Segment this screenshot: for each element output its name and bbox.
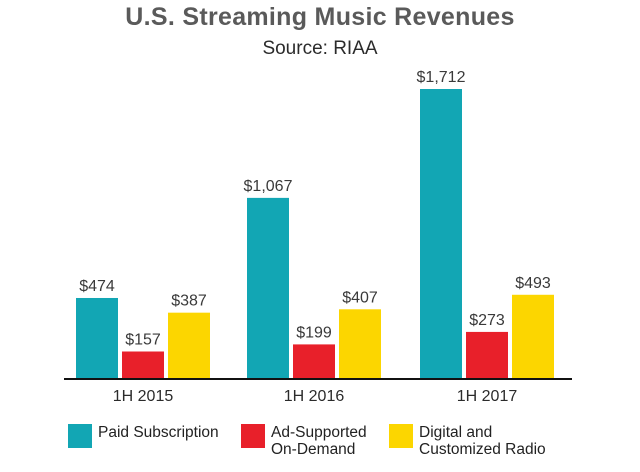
bar-chart: $474 $1,067 $1,712 $157 $199 $273 $387 $407 $493… [64,69,572,405]
legend-item-ad-supported: Ad-Supported On-Demand [241,424,367,458]
data-label-ad-supported-0: $157 [125,331,161,348]
data-label-digital-and-0: $387 [171,293,207,310]
data-label-paid-subscription-0: $474 [79,278,115,295]
data-label-digital-and-2: $493 [515,275,551,292]
legend-label-ad-supported: Ad-Supported On-Demand [271,424,367,458]
bar-digital-and-0 [168,312,210,378]
data-label-paid-subscription-1: $1,067 [244,178,293,195]
legend-label-digital-radio: Digital and Customized Radio [419,424,546,458]
chart-subtitle: Source: RIAA [262,38,378,59]
bar-paid-subscription-1 [247,197,289,378]
bar-paid-subscription-0 [76,297,118,378]
chart-title: U.S. Streaming Music Revenues [125,3,515,31]
data-label-digital-and-1: $407 [342,289,378,306]
legend-swatch-digital-radio [389,424,413,448]
x-tick-label-1: 1H 2016 [284,388,345,405]
legend-swatch-paid-subscription [68,424,92,448]
data-label-ad-supported-1: $199 [296,324,332,341]
bar-ad-supported-2 [466,331,508,378]
legend-item-paid-subscription: Paid Subscription [68,424,219,448]
data-label-paid-subscription-2: $1,712 [417,69,466,86]
legend-swatch-ad-supported [241,424,265,448]
bar-digital-and-2 [512,294,554,378]
x-tick-label-0: 1H 2015 [113,388,174,405]
bar-paid-subscription-2 [420,89,462,378]
bar-digital-and-1 [339,309,381,378]
data-label-ad-supported-2: $273 [469,312,505,329]
bar-ad-supported-1 [293,344,335,378]
legend-item-digital-radio: Digital and Customized Radio [389,424,546,458]
legend-label-paid-subscription: Paid Subscription [98,424,219,441]
bar-ad-supported-0 [122,351,164,378]
x-tick-label-2: 1H 2017 [457,388,518,405]
